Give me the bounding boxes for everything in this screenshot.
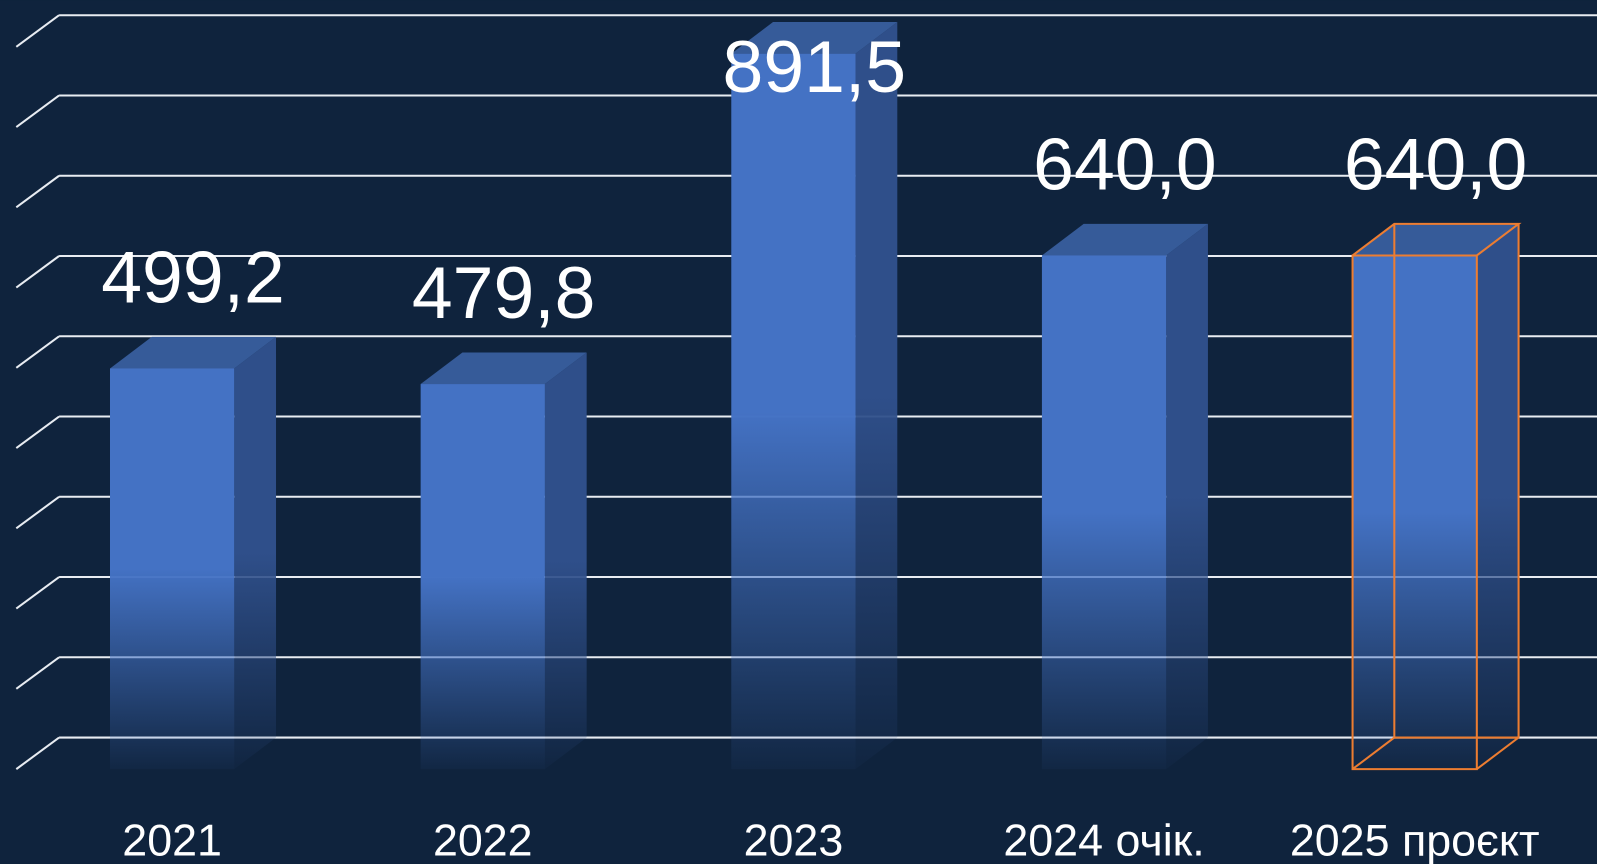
- value-label: 499,2: [101, 236, 285, 318]
- value-label: 891,5: [723, 26, 907, 108]
- bar-top: [731, 22, 898, 54]
- value-label: 640,0: [1344, 123, 1528, 205]
- x-tick-label: 2021: [122, 816, 222, 864]
- bar: [109, 368, 235, 770]
- grid-line-side: [15, 94, 60, 128]
- bar-top: [109, 336, 277, 369]
- grid-line-side: [15, 736, 60, 770]
- grid-line-side: [15, 335, 60, 369]
- bar-side: [855, 22, 898, 770]
- grid-line-side: [15, 174, 60, 209]
- bar-side: [1476, 223, 1519, 770]
- bar-top: [420, 352, 587, 385]
- x-tick-label: 2025 проєкт: [1290, 816, 1540, 864]
- bar-side: [544, 352, 587, 770]
- bar: [731, 53, 856, 770]
- x-tick-label: 2023: [744, 816, 844, 864]
- value-label: 479,8: [412, 252, 596, 334]
- grid-line-side: [15, 656, 60, 690]
- bar-top: [1041, 223, 1208, 256]
- x-tick-label: 2024 очік.: [1003, 816, 1204, 864]
- grid-line-side: [15, 14, 60, 48]
- bar-side: [1166, 223, 1208, 770]
- bar: [1041, 255, 1167, 770]
- bar-side: [234, 336, 277, 770]
- grid-line-side: [15, 255, 60, 289]
- value-label: 640,0: [1033, 123, 1217, 205]
- bar: [420, 384, 545, 770]
- x-tick-label: 2022: [433, 816, 533, 864]
- grid-line-side: [15, 576, 60, 610]
- grid-line-side: [15, 495, 60, 530]
- bar: [1352, 255, 1477, 770]
- bar-outline: [1351, 222, 1522, 771]
- grid-line-side: [15, 415, 60, 449]
